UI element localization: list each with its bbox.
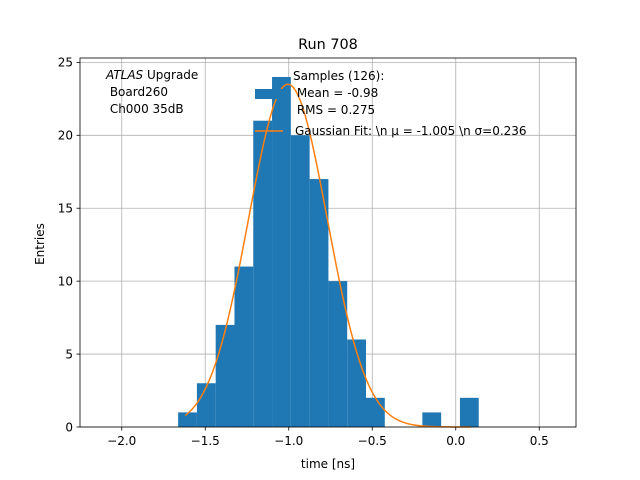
legend-fit-label: Gaussian Fit: \n μ = -1.005 \n σ=0.236 (295, 124, 527, 138)
y-axis-ticks: 0 5 10 15 20 25 (58, 56, 80, 434)
y-tick-label: 20 (58, 129, 73, 143)
y-tick-label: 15 (58, 202, 73, 216)
annotation-line-3: Ch000 35dB (106, 102, 184, 116)
histogram-bar (290, 135, 310, 427)
histogram-bar (459, 397, 479, 427)
gaussian-fit-curve (184, 83, 471, 428)
annotation-line-1: ATLAS Upgrade (105, 68, 198, 82)
histogram-bar (234, 266, 254, 427)
y-tick-label: 0 (65, 420, 73, 434)
legend-histogram-label-2: Mean = -0.98 (293, 86, 378, 100)
histogram-bar (272, 76, 291, 427)
histogram-bar (365, 397, 385, 427)
upgrade-label: Upgrade (143, 68, 198, 82)
x-tick-label: 0.0 (446, 434, 465, 448)
legend: Samples (126): Mean = -0.98 RMS = 0.275 … (255, 69, 527, 138)
x-tick-label: −0.5 (358, 434, 387, 448)
atlas-label: ATLAS (105, 68, 144, 82)
histogram-bar (215, 324, 235, 427)
histogram-bar (253, 120, 273, 427)
annotation-line-2: Board260 (106, 85, 168, 99)
x-tick-label: −2.0 (107, 434, 136, 448)
histogram-bars (178, 76, 479, 427)
histogram-bar (196, 383, 216, 427)
histogram-bar (178, 412, 197, 427)
x-tick-label: −1.5 (191, 434, 220, 448)
x-axis-label: time [ns] (301, 457, 355, 471)
y-tick-label: 10 (58, 274, 73, 288)
x-axis-ticks: −2.0 −1.5 −1.0 −0.5 0.0 0.5 (107, 427, 549, 448)
histogram-bar (309, 179, 329, 427)
histogram-bar (347, 339, 366, 427)
legend-histogram-swatch (255, 89, 283, 99)
x-tick-label: −1.0 (274, 434, 303, 448)
legend-histogram-label-3: RMS = 0.275 (293, 103, 375, 117)
x-tick-label: 0.5 (530, 434, 549, 448)
y-tick-label: 25 (58, 56, 73, 70)
y-tick-label: 5 (65, 347, 73, 361)
histogram-bar (328, 281, 348, 427)
plot-frame (79, 57, 577, 428)
chart-title: Run 708 (298, 37, 358, 53)
histogram-bar (422, 412, 442, 427)
gaussian-fit (184, 83, 471, 428)
legend-histogram-label-1: Samples (126): (293, 69, 384, 83)
y-axis-label: Entries (33, 223, 47, 265)
annotation-box: ATLAS Upgrade Board260 Ch000 35dB (105, 68, 198, 116)
